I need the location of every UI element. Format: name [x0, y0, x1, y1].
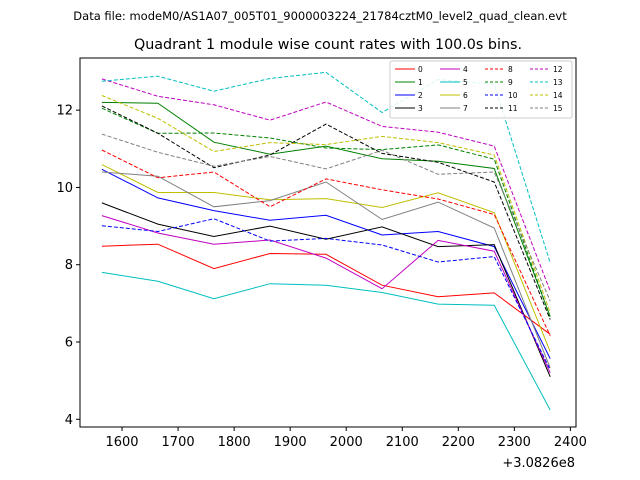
series-line-6 — [101, 164, 551, 352]
legend-label-0: 0 — [418, 65, 423, 74]
x-tick-label: 2100 — [386, 435, 419, 450]
legend-label-3: 3 — [418, 104, 423, 113]
legend-label-5: 5 — [463, 78, 468, 87]
x-tick-label: 2400 — [554, 435, 587, 450]
x-tick-label: 1600 — [105, 435, 138, 450]
legend-label-10: 10 — [508, 91, 518, 100]
legend-label-15: 15 — [553, 104, 563, 113]
series-line-11 — [101, 105, 551, 320]
x-tick-label: 2300 — [498, 435, 531, 450]
x-tick-label: 1900 — [274, 435, 307, 450]
series-line-4 — [101, 215, 551, 374]
legend-label-13: 13 — [553, 78, 563, 87]
x-tick-label: 1700 — [162, 435, 195, 450]
series-line-8 — [101, 149, 551, 337]
plot-area: 1600 1700 1800 1900 2000 2100 2200 2300 2400 468… — [56, 57, 587, 450]
x-tick-label: 1800 — [218, 435, 251, 450]
legend-label-9: 9 — [508, 78, 513, 87]
series-line-7 — [101, 171, 551, 369]
series-line-15 — [101, 133, 551, 302]
series-line-0 — [101, 243, 551, 335]
series-line-1 — [101, 101, 551, 317]
series-line-5 — [101, 271, 551, 411]
y-tick-label: 6 — [65, 335, 73, 350]
y-axis-ticks: 4 6 8 10 12 — [56, 104, 80, 428]
y-tick-label: 12 — [56, 104, 73, 119]
y-tick-label: 10 — [56, 181, 73, 196]
series-line-3 — [101, 202, 551, 377]
series-line-10 — [101, 218, 551, 371]
legend-label-4: 4 — [463, 65, 468, 74]
y-tick-label: 4 — [65, 413, 73, 428]
series-line-2 — [101, 168, 551, 359]
chart-title: Quadrant 1 module wise count rates with … — [134, 37, 522, 53]
legend-label-2: 2 — [418, 91, 423, 100]
x-axis-ticks: 1600 1700 1800 1900 2000 2100 2200 2300 2400 — [105, 427, 587, 450]
legend-label-14: 14 — [553, 91, 563, 100]
legend-label-7: 7 — [463, 104, 468, 113]
legend-label-11: 11 — [508, 104, 518, 113]
series-line-9 — [101, 107, 551, 318]
x-tick-label: 2000 — [330, 435, 363, 450]
plot-frame — [79, 57, 577, 428]
legend-label-6: 6 — [463, 91, 468, 100]
legend-box — [389, 60, 573, 119]
x-offset-label: +3.0826e8 — [502, 456, 575, 471]
x-tick-label: 2200 — [442, 435, 475, 450]
legend-label-12: 12 — [553, 65, 563, 74]
legend-label-8: 8 — [508, 65, 513, 74]
y-tick-label: 8 — [65, 258, 73, 273]
file-suptitle: Data file: modeM0/AS1A07_005T01_90000032… — [73, 9, 567, 23]
legend-label-1: 1 — [418, 78, 423, 87]
